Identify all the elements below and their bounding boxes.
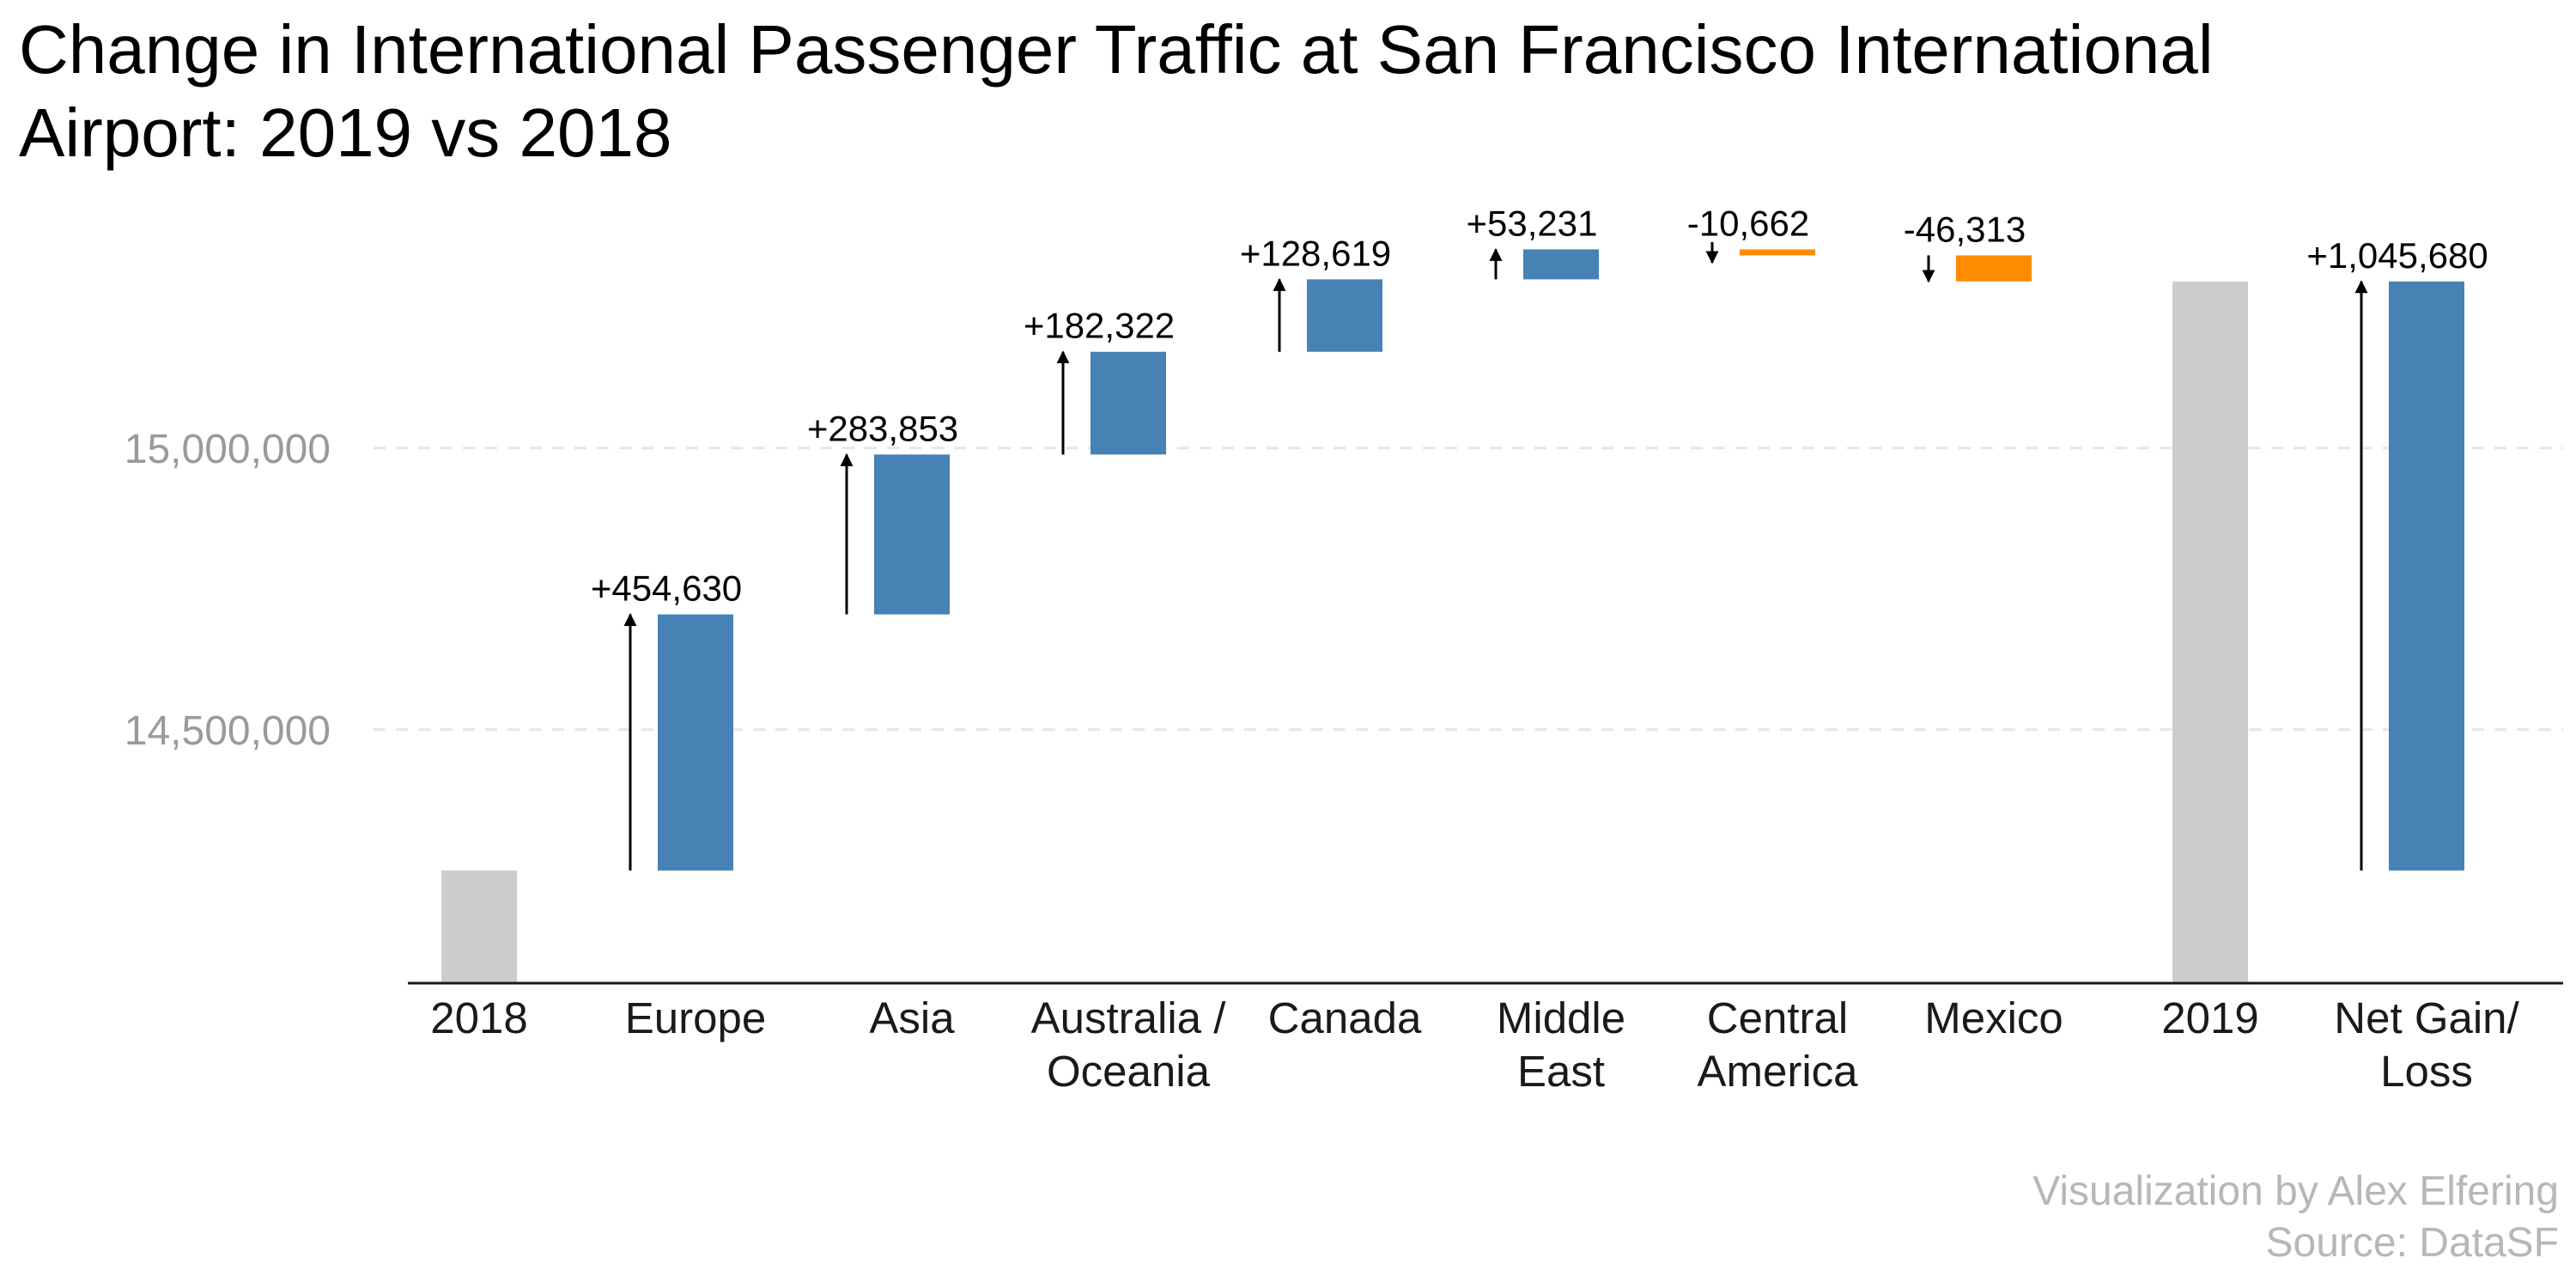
decrease-bar [1956,255,2032,282]
x-tick-label: Net Gain/ [2334,993,2519,1042]
x-tick-label: East [1517,1047,1605,1096]
total-bar [2172,281,2248,983]
x-tick-label: Canada [1268,993,1422,1042]
x-tick-label: Mexico [1924,993,2063,1042]
increase-bar [1523,249,1599,280]
increase-bar [658,614,733,871]
chart-caption: Visualization by Alex Elfering Source: Da… [2032,1169,2559,1266]
decrease-bar [1740,249,1815,256]
change-arrows [623,241,2368,871]
x-tick-label: Middle [1497,993,1625,1042]
x-tick-label: Loss [2380,1047,2473,1096]
x-tick-label: Asia [869,993,955,1042]
data-label: +1,045,680 [2306,235,2488,276]
data-label: -46,313 [1904,209,2026,249]
x-tick-label: Oceania [1047,1047,1211,1096]
total-bar [441,870,517,983]
chart-title: Change in International Passenger Traffi… [19,11,2214,171]
data-labels: +454,630 +283,853 +182,322 +128,619 +53,231 -… [591,203,2488,608]
y-axis-ticks: 14,500,000 15,000,000 [125,427,331,754]
x-tick-label: Central [1707,993,1848,1042]
x-tick-label: 2019 [2161,993,2258,1042]
data-label: +283,853 [807,408,958,448]
data-label: +454,630 [591,568,742,609]
chart-title-line: Change in International Passenger Traffi… [19,11,2214,88]
caption-line: Visualization by Alex Elfering [2032,1169,2559,1214]
increase-bar [1091,351,1166,455]
data-label: -10,662 [1687,203,1809,243]
bars [441,249,2464,983]
increase-bar [1307,279,1382,352]
y-tick-label: 14,500,000 [125,708,331,754]
x-tick-label: Europe [625,993,766,1042]
y-tick-label: 15,000,000 [125,427,331,472]
increase-bar [2389,281,2464,871]
data-label: +53,231 [1467,203,1598,243]
chart-title-line: Airport: 2019 vs 2018 [19,94,671,171]
data-label: +182,322 [1024,306,1175,346]
x-axis-ticks: 2018 Europe Asia Australia / Oceania Canada Mi… [430,993,2519,1096]
increase-bar [874,454,950,615]
x-tick-label: America [1697,1047,1858,1096]
gridlines [374,447,2563,732]
x-tick-label: 2018 [430,993,527,1042]
caption-line: Source: DataSF [2266,1220,2559,1266]
data-label: +128,619 [1240,233,1391,273]
x-tick-label: Australia / [1031,993,1227,1042]
